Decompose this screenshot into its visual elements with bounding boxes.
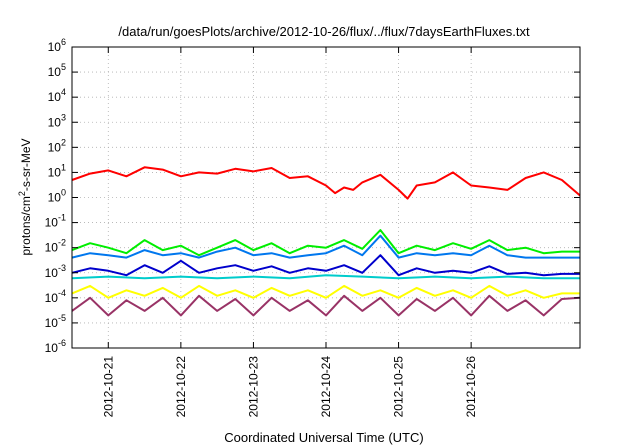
y-tick-exponent: 6 <box>61 37 66 47</box>
chart-title: /data/run/goesPlots/archive/2012-10-26/f… <box>118 24 530 39</box>
series-group <box>71 166 581 317</box>
y-tick-label: 10-3 <box>45 263 66 280</box>
y-tick-base: 10 <box>45 216 59 230</box>
y-label-base: protons/cm <box>19 196 33 255</box>
y-tick-exponent: 4 <box>61 87 66 97</box>
y-tick-base: 10 <box>48 40 62 54</box>
y-tick-base: 10 <box>45 266 59 280</box>
y-tick-base: 10 <box>48 90 62 104</box>
y-tick-exponent: 5 <box>61 62 66 72</box>
y-tick-base: 10 <box>45 316 59 330</box>
y-tick-label: 100 <box>48 188 66 205</box>
y-tick-base: 10 <box>48 140 62 154</box>
series-line-5 <box>71 274 580 280</box>
axis-ticks: 10610510410310210110010-110-210-310-410-… <box>45 37 580 417</box>
y-tick-base: 10 <box>48 65 62 79</box>
y-tick-label: 10-5 <box>45 313 66 330</box>
y-tick-label: 105 <box>48 62 66 79</box>
x-tick-label: 2012-10-24 <box>319 356 333 418</box>
y-tick-exponent: -6 <box>58 338 66 348</box>
y-tick-exponent: 2 <box>61 137 66 147</box>
y-tick-label: 103 <box>48 112 66 129</box>
y-tick-exponent: -4 <box>58 288 66 298</box>
y-tick-exponent: 3 <box>61 112 66 122</box>
series-line-4 <box>71 254 580 277</box>
x-tick-label: 2012-10-26 <box>464 356 478 418</box>
y-tick-label: 10-1 <box>45 213 66 230</box>
y-tick-base: 10 <box>48 165 62 179</box>
y-tick-label: 10-6 <box>45 338 66 355</box>
y-tick-label: 106 <box>48 37 66 54</box>
x-tick-label: 2012-10-25 <box>392 356 406 418</box>
y-tick-exponent: -3 <box>58 263 66 273</box>
x-tick-label: 2012-10-22 <box>174 356 188 418</box>
x-axis-label: Coordinated Universal Time (UTC) <box>224 430 423 445</box>
y-tick-exponent: -1 <box>58 213 66 223</box>
y-tick-exponent: -5 <box>58 313 66 323</box>
y-axis-label: protons/cm2-s-sr-MeV <box>17 138 33 255</box>
y-tick-label: 102 <box>48 137 66 154</box>
series-line-2 <box>71 229 580 257</box>
y-tick-label: 101 <box>48 162 66 179</box>
y-tick-exponent: 1 <box>61 162 66 172</box>
series-line-7 <box>71 294 581 317</box>
x-tick-label: 2012-10-21 <box>101 356 115 418</box>
y-label-rest: -s-sr-MeV <box>19 138 33 191</box>
y-tick-label: 10-2 <box>45 238 66 255</box>
y-tick-base: 10 <box>48 115 62 129</box>
y-tick-base: 10 <box>45 241 59 255</box>
y-tick-base: 10 <box>48 191 62 205</box>
y-tick-exponent: -2 <box>58 238 66 248</box>
y-tick-exponent: 0 <box>61 188 66 198</box>
y-tick-base: 10 <box>45 341 59 355</box>
y-tick-base: 10 <box>45 291 59 305</box>
series-line-3 <box>71 234 580 259</box>
x-tick-label: 2012-10-23 <box>246 356 260 418</box>
series-line-6 <box>71 284 580 299</box>
y-label-sup: 2 <box>17 191 27 196</box>
series-line-1 <box>71 166 581 200</box>
y-tick-label: 10-4 <box>45 288 66 305</box>
y-tick-label: 104 <box>48 87 66 104</box>
